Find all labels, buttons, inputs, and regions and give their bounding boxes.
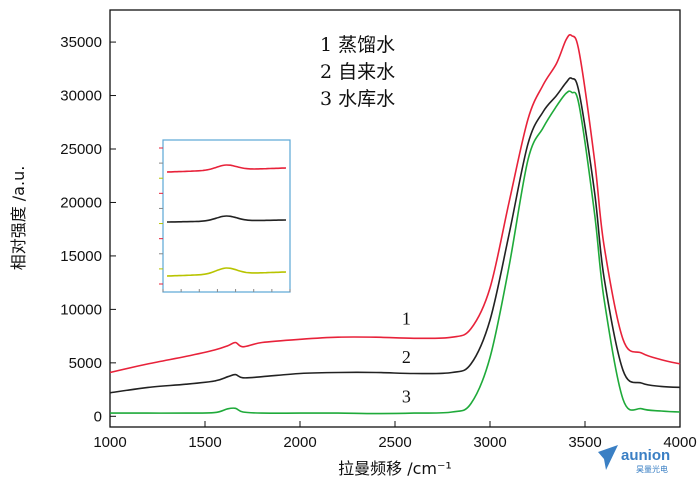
y-tick-label: 20000 [60,194,102,211]
x-tick-label: 2000 [283,434,316,451]
series-line-3 [110,90,681,415]
curve-label-3: 3 [402,386,411,406]
x-tick-label: 2500 [378,434,411,451]
curve-label-1: 1 [402,308,411,328]
y-tick-label: 10000 [60,301,102,318]
inset-series-line [166,215,287,223]
x-tick-label: 1000 [93,434,126,451]
y-tick-label: 15000 [60,248,102,265]
inset-series-line [166,164,287,173]
legend-entry-2: 2 自来水 [320,61,395,83]
inset-chart [159,139,291,293]
chart-axes: 1000 1500 2000 2500 3000 3500 4000 0 5000 10000 15… [60,9,697,451]
watermark-sub: 昊量光电 [636,464,668,474]
series-line-1 [109,33,681,374]
curve-label-2: 2 [402,347,411,367]
legend-entry-3: 3 水库水 [320,88,395,110]
series-layer: 1 2 3 [109,33,681,415]
inset-series-line [166,267,287,277]
x-tick-label: 4000 [663,434,696,451]
x-tick-label: 3500 [568,434,601,451]
y-tick-label: 25000 [60,141,102,158]
x-tick-label: 1500 [188,434,221,451]
watermark: aunion 昊量光电 [598,445,670,474]
x-axis-title: 拉曼频移 /cm⁻¹ [338,459,452,478]
legend-entry-1: 1 蒸馏水 [320,34,395,56]
y-tick-label: 0 [94,408,102,425]
series-line-2 [109,77,681,394]
watermark-brand: aunion [621,447,670,464]
x-tick-label: 3000 [473,434,506,451]
y-tick-label: 5000 [69,355,102,372]
y-tick-label: 35000 [60,34,102,51]
y-tick-label: 30000 [60,88,102,105]
y-axis-title: 相对强度 /a.u. [9,166,28,271]
watermark-logo-icon [598,445,618,470]
